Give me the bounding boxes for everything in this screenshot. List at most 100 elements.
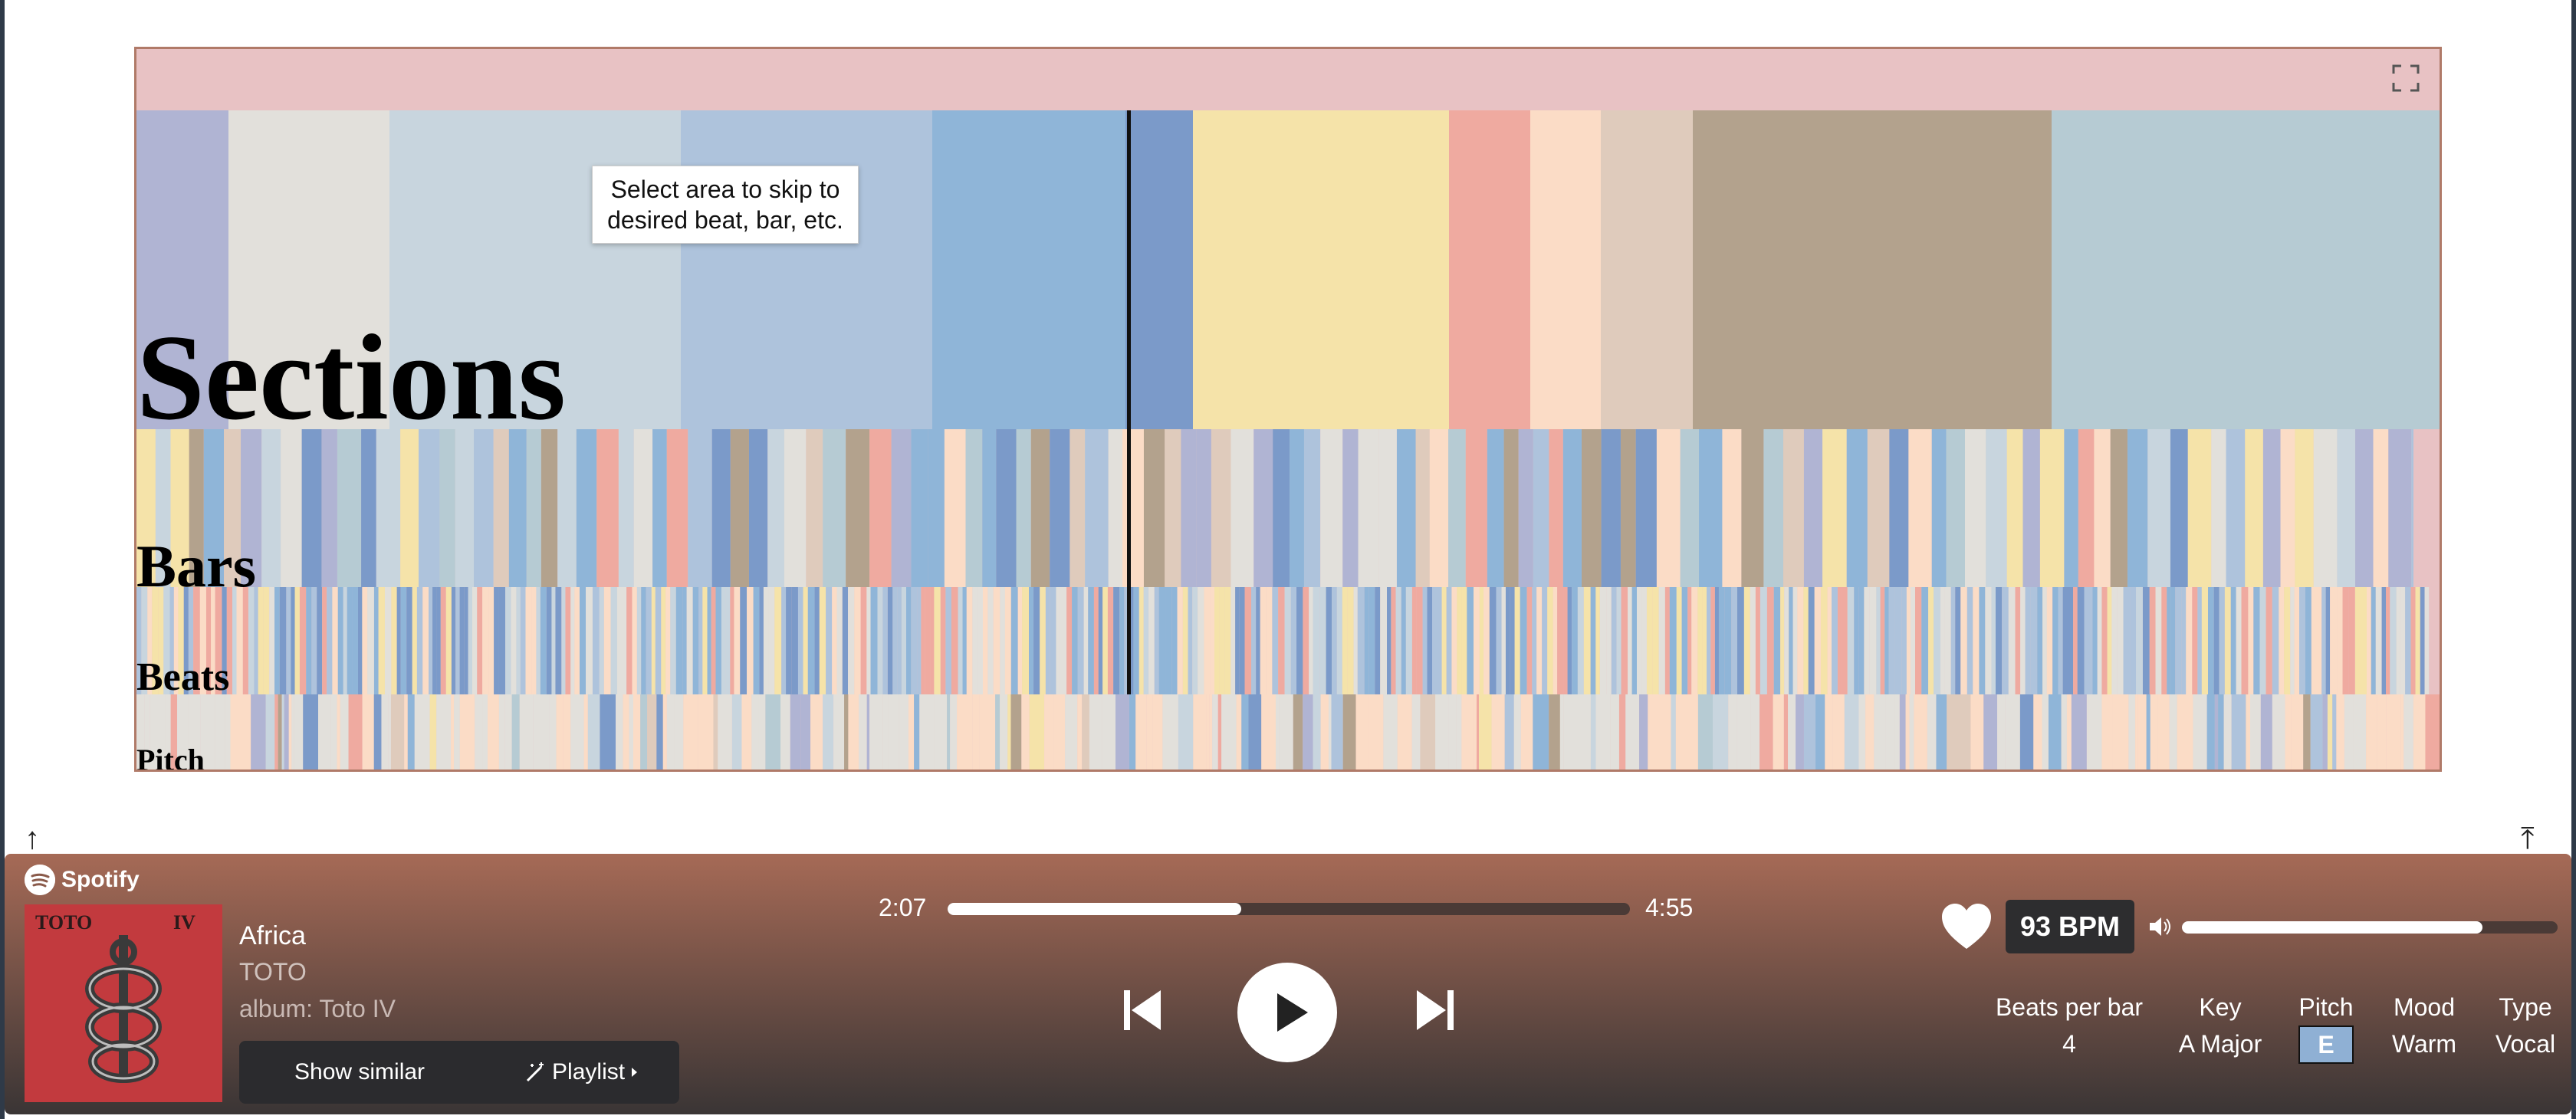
pitch-segment[interactable] [972, 694, 980, 772]
beat-segment[interactable] [396, 587, 401, 694]
beat-segment[interactable] [226, 587, 233, 694]
beat-segment[interactable] [1489, 587, 1497, 694]
beat-segment[interactable] [1737, 587, 1744, 694]
beat-segment[interactable] [1780, 587, 1785, 694]
beat-segment[interactable] [2020, 587, 2026, 694]
bar-segment[interactable] [1533, 429, 1549, 587]
beat-segment[interactable] [1572, 587, 1578, 694]
bar-segment[interactable] [1143, 429, 1165, 587]
pitch-segment[interactable] [459, 694, 475, 772]
beat-segment[interactable] [2088, 587, 2093, 694]
beat-segment[interactable] [1827, 587, 1832, 694]
bar-segment[interactable] [2295, 429, 2314, 587]
pitch-segment[interactable] [1320, 694, 1329, 772]
pitch-segment[interactable] [2344, 694, 2354, 772]
beat-segment[interactable] [2136, 587, 2143, 694]
pitch-segment[interactable] [741, 694, 752, 772]
pitch-segment[interactable] [563, 694, 571, 772]
pitch-segment[interactable] [1610, 694, 1619, 772]
beat-segment[interactable] [152, 587, 159, 694]
previous-track-icon[interactable] [1119, 987, 1165, 1033]
bar-segment[interactable] [1290, 429, 1304, 587]
beat-segment[interactable] [178, 587, 184, 694]
beat-segment[interactable] [1616, 587, 1622, 694]
beat-segment[interactable] [1029, 587, 1034, 694]
pitch-segment[interactable] [2413, 694, 2426, 772]
pitch-segment[interactable] [1750, 694, 1760, 772]
beat-segment[interactable] [982, 587, 988, 694]
pitch-segment[interactable] [859, 694, 867, 772]
pitch-segment[interactable] [713, 694, 718, 772]
beat-segment[interactable] [1973, 587, 1980, 694]
beat-segment[interactable] [870, 587, 878, 694]
beat-segment[interactable] [1510, 587, 1515, 694]
pitch-segment[interactable] [1936, 694, 1947, 772]
pitch-segment[interactable] [1162, 694, 1178, 772]
pitch-segment[interactable] [1209, 694, 1213, 772]
beat-segment[interactable] [455, 587, 460, 694]
beat-segment[interactable] [311, 587, 317, 694]
beat-segment[interactable] [1820, 587, 1828, 694]
beat-segment[interactable] [945, 587, 951, 694]
beat-segment[interactable] [814, 587, 820, 694]
beat-segment[interactable] [2069, 587, 2074, 694]
pitch-segment[interactable] [1473, 694, 1477, 772]
section-segment[interactable] [1693, 110, 2052, 429]
pitch-segment[interactable] [698, 694, 714, 772]
bar-segment[interactable] [1070, 429, 1086, 587]
beat-segment[interactable] [721, 587, 726, 694]
beat-segment[interactable] [622, 587, 627, 694]
bar-segment[interactable] [261, 429, 281, 587]
beat-segment[interactable] [692, 587, 699, 694]
bar-segment[interactable] [869, 429, 892, 587]
bar-segment[interactable] [361, 429, 376, 587]
beat-segment[interactable] [1901, 587, 1907, 694]
beat-segment[interactable] [1547, 587, 1553, 694]
pitch-segment[interactable] [629, 694, 633, 772]
beat-segment[interactable] [1921, 587, 1929, 694]
beat-segment[interactable] [391, 587, 397, 694]
beat-segment[interactable] [2330, 587, 2338, 694]
beat-segment[interactable] [715, 587, 721, 694]
pitch-segment[interactable] [1563, 694, 1576, 772]
pitch-segment[interactable] [2048, 694, 2062, 772]
pitch-segment[interactable] [144, 694, 150, 772]
beat-segment[interactable] [294, 587, 300, 694]
pitch-segment[interactable] [640, 694, 648, 772]
beat-segment[interactable] [1520, 587, 1527, 694]
beat-segment[interactable] [459, 587, 465, 694]
pitch-segment[interactable] [1559, 694, 1564, 772]
beat-segment[interactable] [536, 587, 540, 694]
beat-segment[interactable] [2325, 587, 2331, 694]
beat-segment[interactable] [1501, 587, 1506, 694]
beat-segment[interactable] [887, 587, 893, 694]
bar-segment[interactable] [891, 429, 912, 587]
beat-segment[interactable] [1505, 587, 1510, 694]
beat-segment[interactable] [488, 587, 495, 694]
beat-segment[interactable] [1192, 587, 1198, 694]
pitch-segment[interactable] [281, 694, 284, 772]
bar-segment[interactable] [1254, 429, 1273, 587]
beat-segment[interactable] [1557, 587, 1564, 694]
beat-segment[interactable] [1040, 587, 1046, 694]
pitch-segment[interactable] [1513, 694, 1521, 772]
pitch-segment[interactable] [1461, 694, 1474, 772]
beat-segment[interactable] [1542, 587, 1548, 694]
pitch-segment[interactable] [2366, 694, 2377, 772]
pitch-segment[interactable] [1520, 694, 1533, 772]
beat-segment[interactable] [2305, 587, 2312, 694]
beat-segment[interactable] [1347, 587, 1354, 694]
beat-segment[interactable] [1107, 587, 1114, 694]
beat-segment[interactable] [2342, 587, 2349, 694]
bar-segment[interactable] [400, 429, 419, 587]
beat-segment[interactable] [173, 587, 179, 694]
pitch-segment[interactable] [1275, 694, 1280, 772]
beat-segment[interactable] [188, 587, 194, 694]
pitch-segment[interactable] [2019, 694, 2034, 772]
beat-segment[interactable] [1906, 587, 1911, 694]
beat-segment[interactable] [2337, 587, 2343, 694]
beat-segment[interactable] [1332, 587, 1337, 694]
beat-segment[interactable] [599, 587, 604, 694]
pitch-segment[interactable] [1053, 694, 1066, 772]
beat-segment[interactable] [1641, 587, 1647, 694]
